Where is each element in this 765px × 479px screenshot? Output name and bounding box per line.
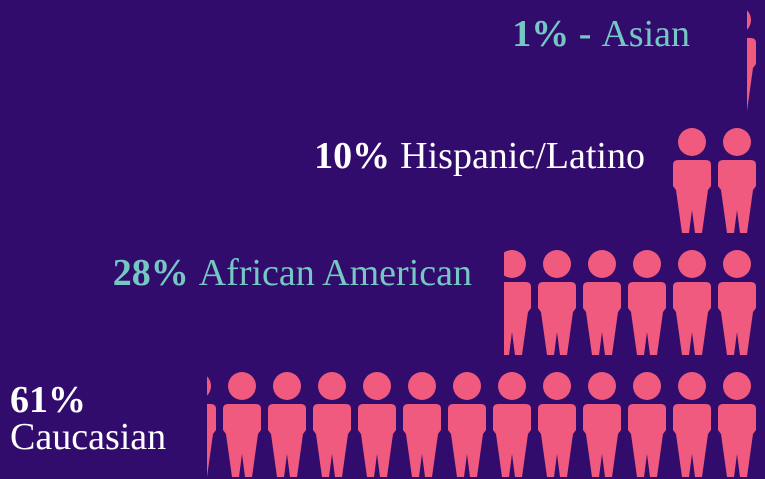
icon-body	[718, 160, 756, 233]
category-label: Caucasian	[10, 416, 166, 458]
icon-body	[223, 404, 261, 477]
icon-head	[678, 372, 706, 400]
icon-head	[504, 250, 526, 278]
icon-head	[453, 372, 481, 400]
icon-body	[718, 404, 756, 477]
icon-body	[747, 38, 756, 111]
icon-head	[633, 250, 661, 278]
icon-head	[747, 10, 751, 30]
icon-head	[498, 372, 526, 400]
icon-body	[673, 160, 711, 233]
icon-head	[678, 250, 706, 278]
icon-head	[543, 250, 571, 278]
icon-body	[628, 282, 666, 355]
icon-body	[358, 404, 396, 477]
row-label: 10% Hispanic/Latino	[314, 135, 645, 177]
icon-body	[207, 404, 216, 477]
icon-head	[723, 372, 751, 400]
icon-row	[504, 250, 756, 355]
icon-body	[538, 282, 576, 355]
icon-row	[747, 10, 756, 111]
icon-head	[588, 372, 616, 400]
category-label: African American	[199, 252, 472, 294]
icon-head	[633, 372, 661, 400]
icon-head	[318, 372, 346, 400]
icon-head	[273, 372, 301, 400]
icon-row	[673, 128, 756, 233]
icon-head	[678, 128, 706, 156]
icon-head	[363, 372, 391, 400]
icon-body	[628, 404, 666, 477]
icon-row	[207, 372, 756, 477]
icon-body	[673, 404, 711, 477]
percent-label: 10%	[314, 135, 390, 177]
row-label: 28% African American	[113, 252, 472, 294]
icon-head	[408, 372, 436, 400]
category-label: Asian	[601, 13, 690, 55]
icon-body	[313, 404, 351, 477]
icon-body	[538, 404, 576, 477]
icon-body	[504, 282, 531, 355]
icon-head	[723, 128, 751, 156]
percent-label: 61%	[10, 379, 86, 421]
icon-body	[268, 404, 306, 477]
percent-label: 28%	[113, 252, 189, 294]
row-label: 1% - Asian	[512, 13, 690, 55]
icon-head	[228, 372, 256, 400]
icon-body	[673, 282, 711, 355]
category-label: Hispanic/Latino	[400, 135, 645, 177]
icon-head	[207, 376, 211, 396]
icon-body	[583, 404, 621, 477]
icon-body	[718, 282, 756, 355]
icon-body	[583, 282, 621, 355]
icon-head	[543, 372, 571, 400]
percent-label: 1% -	[512, 13, 591, 55]
icon-head	[723, 250, 751, 278]
icon-body	[448, 404, 486, 477]
icon-body	[403, 404, 441, 477]
icon-head	[588, 250, 616, 278]
icon-body	[493, 404, 531, 477]
